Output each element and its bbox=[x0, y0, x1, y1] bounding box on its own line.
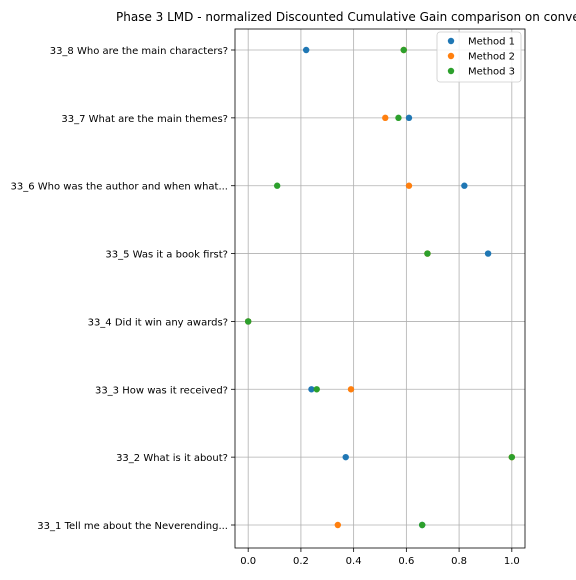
y-tick-label: 33_8 Who are the main characters? bbox=[50, 46, 228, 57]
y-tick-label: 33_7 What are the main themes? bbox=[61, 114, 228, 125]
legend-label: Method 3 bbox=[468, 67, 515, 78]
scatter-point bbox=[244, 318, 252, 325]
y-tick-label: 33_6 Who was the author and when what... bbox=[11, 182, 229, 193]
data-points bbox=[244, 46, 516, 529]
scatter-point bbox=[484, 250, 492, 257]
legend-box bbox=[436, 31, 522, 83]
legend-marker bbox=[447, 67, 455, 75]
scatter-point bbox=[424, 250, 431, 257]
scatter-point bbox=[405, 182, 413, 189]
y-tick-label: 33_3 How was it received? bbox=[95, 385, 228, 396]
scatter-point bbox=[395, 114, 402, 122]
scatter-point bbox=[400, 46, 407, 54]
y-tick-label: 33_2 What is it about? bbox=[116, 453, 228, 464]
scatter-point bbox=[418, 521, 426, 529]
legend: Method 1 Method 2 Method 3 bbox=[436, 31, 522, 83]
scatter-point bbox=[382, 114, 389, 122]
legend-marker bbox=[447, 52, 455, 60]
y-tick-label: 33_1 Tell me about the Neverending... bbox=[37, 521, 228, 532]
scatter-point bbox=[347, 386, 355, 393]
plot-frame bbox=[234, 28, 526, 549]
x-tick-label: 0.6 bbox=[398, 556, 414, 567]
y-tick-label: 33_5 Was it a book first? bbox=[105, 250, 228, 261]
axes: 0.0 0.2 0.4 0.6 0.8 1.0 33_1 Tell me about the… bbox=[11, 28, 526, 567]
scatter-point bbox=[302, 46, 310, 54]
scatter-point bbox=[405, 114, 413, 122]
x-tick-label: 0.2 bbox=[293, 556, 309, 567]
scatter-point bbox=[313, 386, 320, 393]
x-tick-label: 1.0 bbox=[504, 556, 520, 567]
y-tick-label: 33_4 Did it win any awards? bbox=[88, 317, 228, 328]
x-tick-label: 0.4 bbox=[346, 556, 362, 567]
x-tick-label: 0.8 bbox=[451, 556, 467, 567]
grid-lines bbox=[235, 29, 525, 548]
chart-title: Phase 3 LMD - normalized Discounted Cumu… bbox=[116, 10, 576, 24]
legend-label: Method 1 bbox=[468, 37, 515, 48]
legend-label: Method 2 bbox=[468, 52, 515, 63]
scatter-point bbox=[508, 453, 516, 461]
scatter-point bbox=[308, 386, 315, 393]
scatter-point bbox=[273, 182, 281, 189]
legend-marker bbox=[447, 37, 455, 45]
scatter-point bbox=[342, 453, 349, 461]
scatter-point bbox=[461, 182, 468, 189]
scatter-point bbox=[334, 521, 342, 529]
x-tick-label: 0.0 bbox=[240, 556, 256, 567]
